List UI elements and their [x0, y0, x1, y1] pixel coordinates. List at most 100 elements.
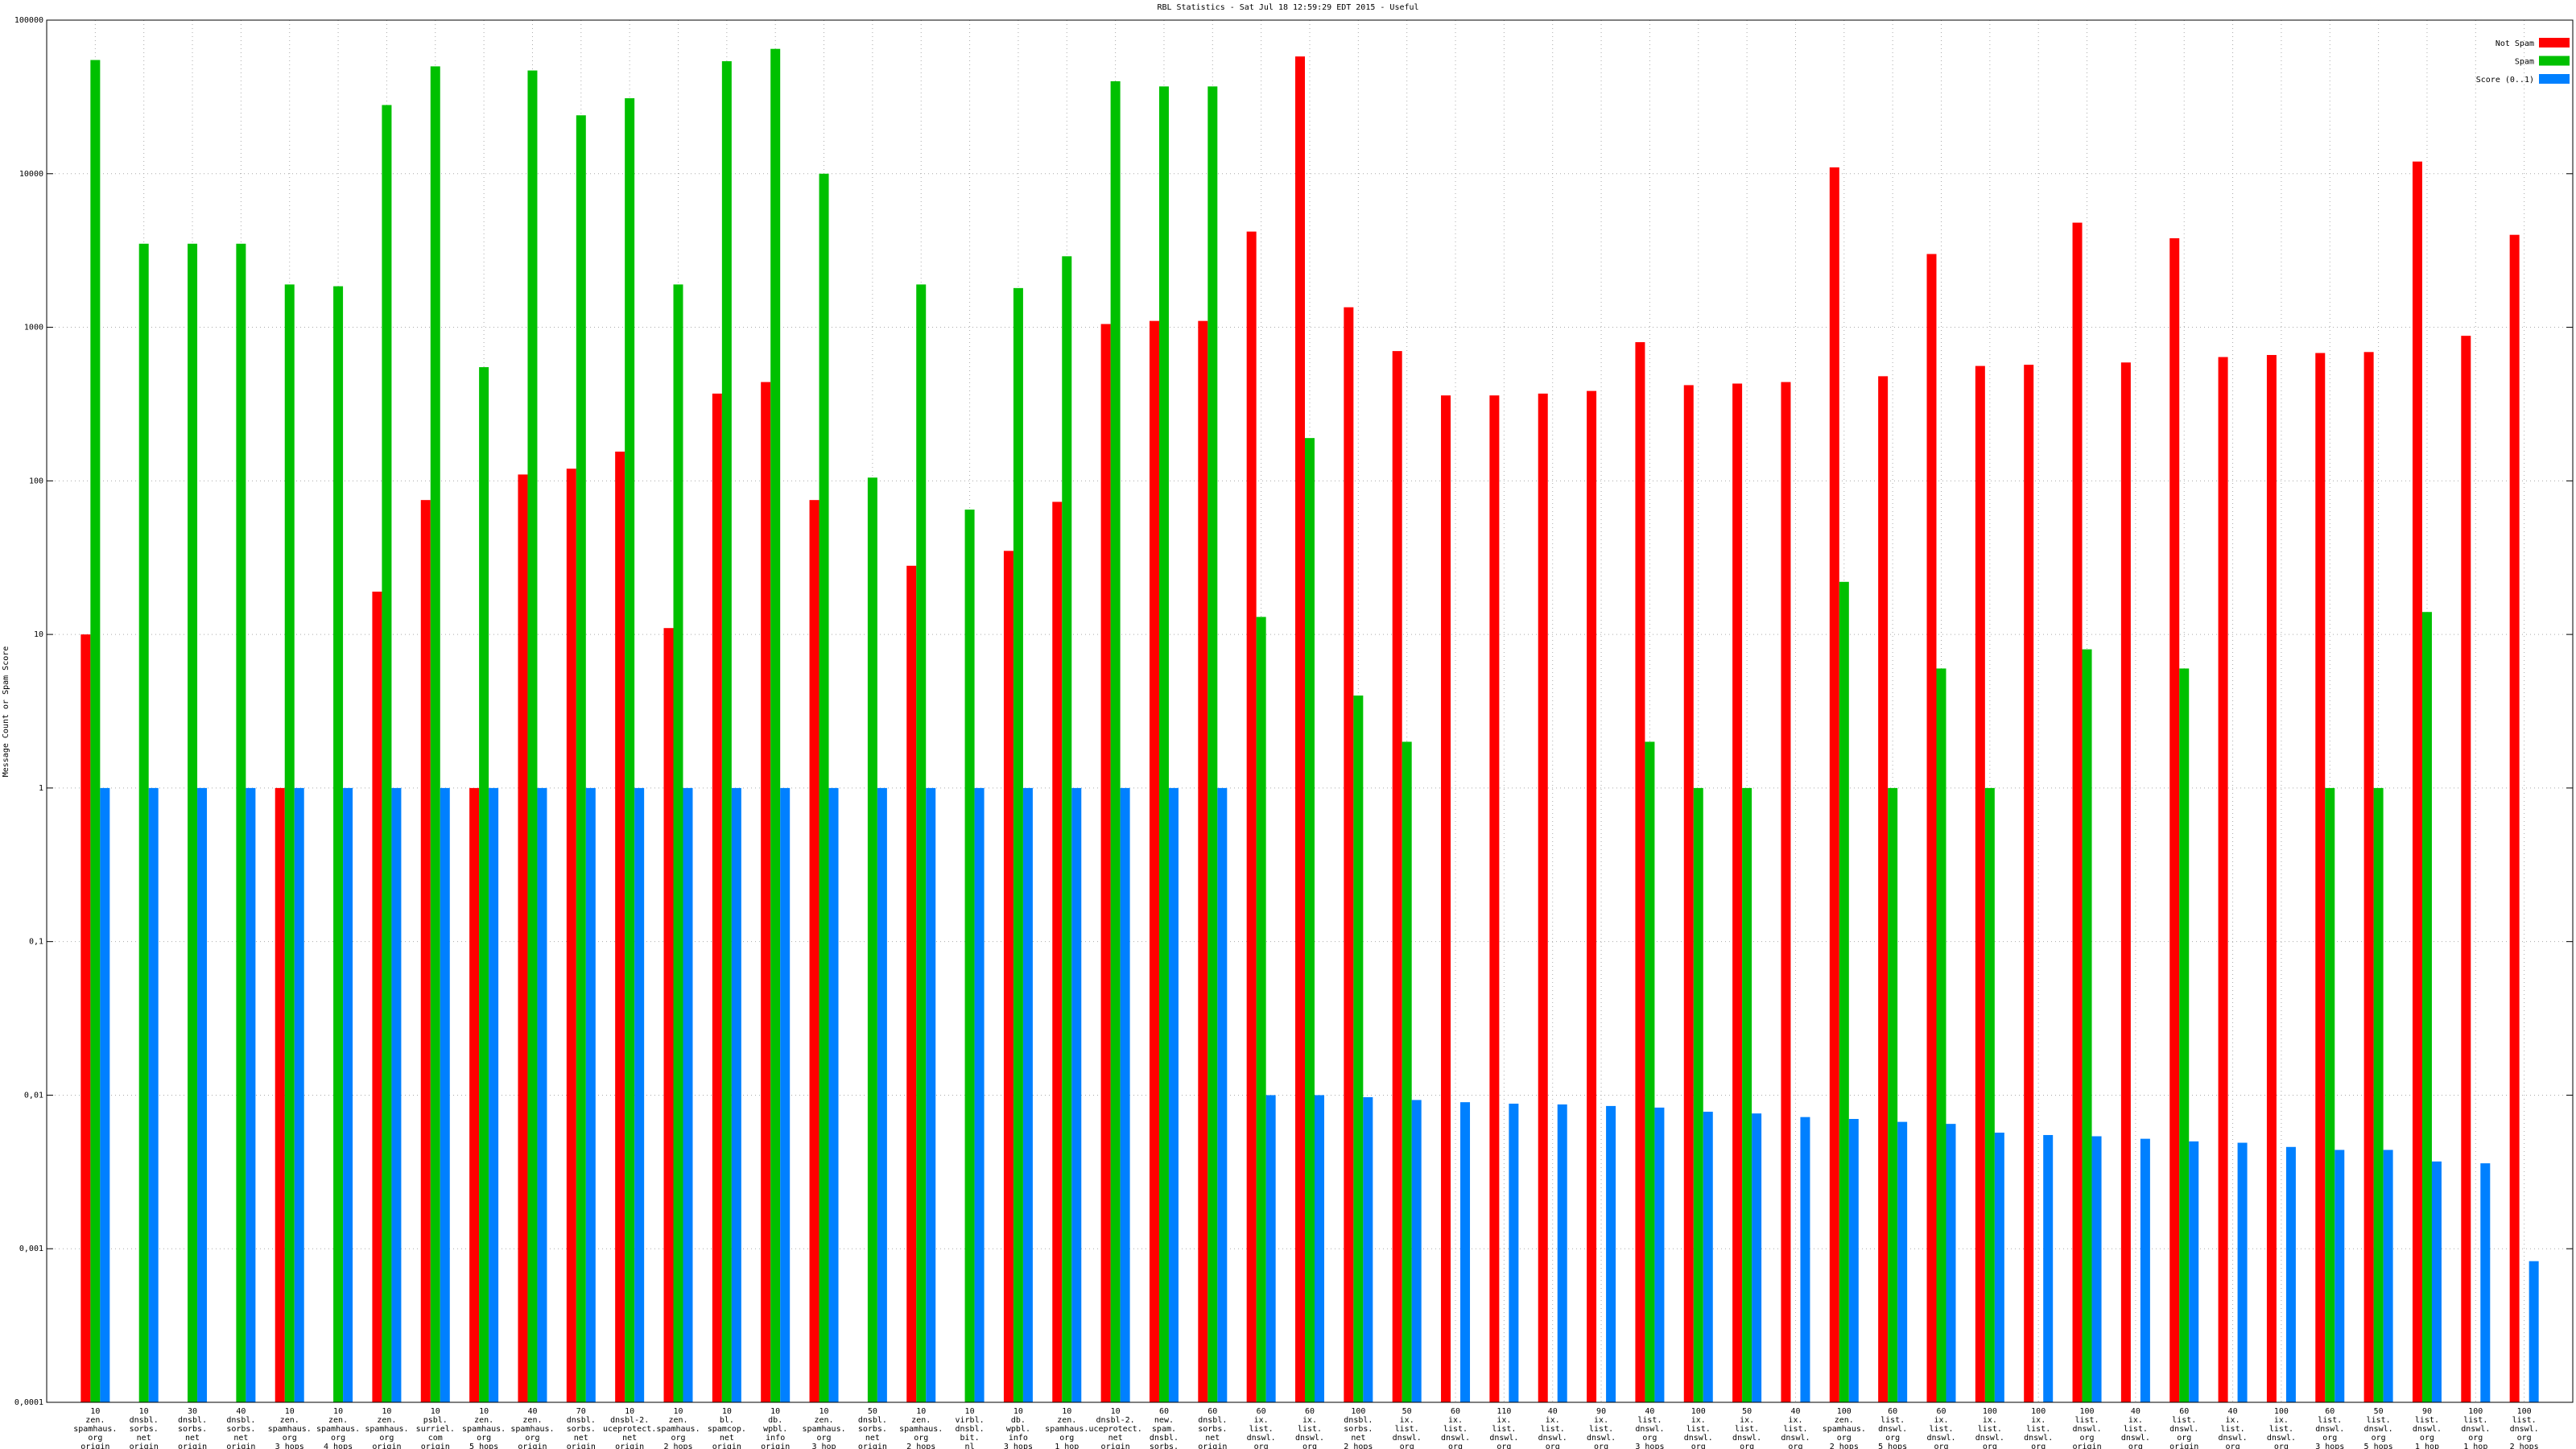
bar: [1411, 1100, 1422, 1402]
bar: [1022, 787, 1033, 1402]
bar: [440, 787, 450, 1402]
x-tick-label: 10 zen. spamhaus. org 4 hops: [316, 1407, 360, 1449]
x-tick-label: 10 db. wpbl. info 3 hops: [1004, 1407, 1033, 1449]
bar: [479, 367, 489, 1402]
bar: [1265, 1095, 1276, 1402]
x-tick-label: 10 zen. spamhaus. org 2 hops: [656, 1407, 700, 1449]
x-tick-label: 10 zen. spamhaus. org 3 hops: [268, 1407, 312, 1449]
bar: [1538, 393, 1548, 1402]
bar: [663, 628, 674, 1402]
y-tick-label: 0,001: [19, 1245, 43, 1253]
bar: [2237, 1142, 2248, 1402]
bar: [1062, 256, 1072, 1402]
bar: [1256, 617, 1266, 1402]
bar: [2334, 1150, 2345, 1402]
bar: [1732, 383, 1743, 1402]
bar: [382, 105, 392, 1402]
bar: [1888, 787, 1898, 1402]
bar: [1052, 502, 1063, 1403]
bar: [1654, 1107, 1665, 1402]
x-tick-label: 100 dnsbl. sorbs. net 2 hops: [1344, 1407, 1373, 1449]
bar: [926, 787, 936, 1402]
bar: [2120, 362, 2131, 1402]
x-tick-label: 10 zen. spamhaus. org 1 hop: [1045, 1407, 1088, 1449]
bar: [634, 787, 645, 1402]
y-tick-label: 1: [39, 784, 43, 793]
bar: [148, 787, 159, 1402]
bar: [138, 243, 149, 1402]
x-tick-label: 40 dnsbl. sorbs. net origin: [226, 1407, 255, 1449]
x-tick-label: 90 list. dnswl. org 1 hop: [2413, 1407, 2442, 1449]
bar: [2480, 1163, 2491, 1402]
bar: [1946, 1124, 1956, 1402]
bar: [1752, 1113, 1762, 1402]
bar: [1305, 438, 1315, 1402]
bar: [1198, 320, 1208, 1403]
bar: [1703, 1112, 1713, 1402]
x-tick-label: 50 dnsbl. sorbs. net origin: [858, 1407, 887, 1449]
bar: [1683, 385, 1694, 1403]
legend-swatch: [2539, 56, 2570, 66]
bar: [625, 98, 635, 1403]
bar: [1645, 741, 1655, 1402]
bar: [1295, 56, 1305, 1402]
bar: [877, 787, 887, 1402]
bar: [2421, 612, 2432, 1402]
bar: [566, 469, 576, 1402]
bar: [1158, 86, 1169, 1402]
x-tick-label: 10 zen. spamhaus. org 2 hops: [899, 1407, 943, 1449]
bar: [906, 565, 917, 1403]
x-tick-label: 40 list. dnswl. org 3 hops: [1635, 1407, 1664, 1449]
bar: [1402, 741, 1412, 1402]
bar: [284, 284, 295, 1403]
bar: [275, 787, 285, 1402]
bar: [1217, 787, 1228, 1402]
bar: [673, 284, 683, 1403]
y-tick-label: 0,1: [29, 938, 43, 947]
bar: [294, 787, 304, 1402]
bar: [2179, 668, 2190, 1402]
bar: [2024, 365, 2034, 1403]
bar: [721, 61, 732, 1402]
bar: [1208, 86, 1218, 1402]
bar: [2218, 357, 2228, 1402]
bar: [188, 243, 198, 1402]
bar: [1693, 787, 1703, 1402]
bar: [576, 115, 586, 1402]
x-tick-label: 10 bl. spamcop. net origin: [708, 1407, 746, 1449]
legend-label: Score (0..1): [2476, 76, 2534, 85]
bar: [333, 286, 344, 1403]
bar: [2140, 1138, 2150, 1402]
bar: [1344, 307, 1354, 1402]
x-tick-label: 70 dnsbl. sorbs. net origin: [567, 1407, 596, 1449]
bar: [1587, 390, 1597, 1403]
bar: [489, 787, 499, 1402]
y-tick-label: 0,0001: [14, 1398, 43, 1407]
bar: [90, 60, 101, 1402]
x-tick-label: 30 dnsbl. sorbs. net origin: [178, 1407, 207, 1449]
bar: [1994, 1133, 2004, 1402]
x-tick-label: 100 zen. spamhaus. org 2 hops: [1823, 1407, 1866, 1449]
bar: [1800, 1117, 1810, 1402]
bar: [2431, 1161, 2442, 1402]
bar: [197, 787, 208, 1402]
bar: [2412, 161, 2422, 1402]
x-tick-label: 100 list. dnswl. org 2 hops: [2510, 1407, 2539, 1449]
x-tick-label: 10 dnsbl-2. uceprotect. net origin: [603, 1407, 656, 1449]
bar: [236, 243, 246, 1402]
bar: [1742, 787, 1752, 1402]
bar: [2363, 352, 2374, 1402]
bar: [1071, 787, 1082, 1402]
x-tick-label: 100 list. dnswl. org 1 hop: [2461, 1407, 2490, 1449]
legend-label: Spam: [2515, 58, 2534, 67]
bar: [430, 66, 440, 1403]
